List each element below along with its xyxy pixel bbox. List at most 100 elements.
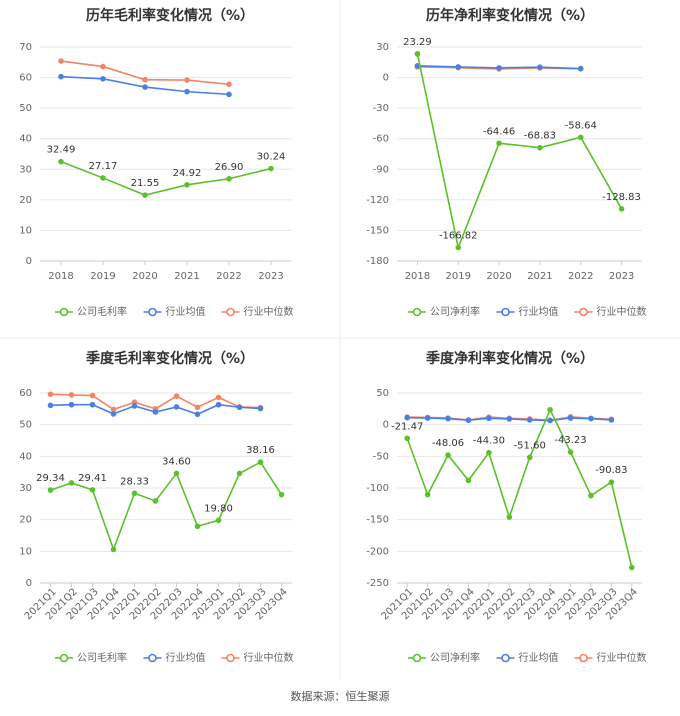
y-tick-label: 50	[19, 420, 32, 431]
x-tick-label: 2021	[527, 271, 552, 282]
data-point	[131, 490, 138, 497]
data-point	[414, 51, 421, 57]
data-label: 23.29	[403, 37, 432, 48]
data-point	[608, 417, 615, 423]
legend-label: 行业均值	[166, 305, 206, 318]
data-point	[68, 401, 75, 408]
data-point	[184, 182, 190, 188]
series-line	[416, 53, 623, 251]
data-point	[58, 58, 64, 64]
data-point	[110, 406, 117, 413]
legend-swatch-marker	[579, 307, 588, 317]
series-line	[406, 407, 633, 568]
data-point	[496, 65, 502, 71]
x-tick-label: 2023	[258, 271, 283, 282]
data-label: -48.06	[432, 438, 464, 449]
data-point	[47, 402, 54, 409]
legend-label: 公司毛利率	[77, 305, 127, 318]
data-point	[89, 401, 96, 408]
legend-label: 行业均值	[166, 651, 206, 664]
data-point	[100, 63, 106, 70]
data-point	[506, 416, 513, 422]
data-label: -44.30	[473, 436, 505, 447]
data-label: 30.24	[257, 152, 286, 163]
data-point	[577, 65, 584, 72]
data-point	[404, 435, 411, 442]
data-label: -166.82	[439, 231, 478, 242]
legend-label: 公司净利率	[430, 651, 480, 664]
data-point	[58, 158, 64, 165]
data-point	[152, 498, 159, 504]
legend-label: 行业中位数	[597, 305, 647, 318]
y-tick-label: -30	[373, 103, 389, 114]
y-tick-label: 70	[19, 42, 32, 53]
data-label: 29.34	[36, 473, 65, 484]
series-line	[60, 160, 272, 196]
y-tick-label: -120	[366, 195, 389, 206]
legend-swatch-marker	[148, 653, 157, 663]
data-point	[567, 449, 574, 455]
data-point	[215, 517, 222, 524]
data-point	[226, 91, 232, 98]
y-tick-label: 0	[26, 256, 32, 267]
data-label: 26.90	[215, 162, 244, 173]
data-point	[257, 459, 264, 465]
data-point	[588, 415, 594, 422]
y-tick-label: -100	[366, 483, 389, 494]
data-point	[257, 405, 264, 412]
y-tick-label: -90	[373, 164, 389, 175]
data-point	[236, 404, 243, 411]
data-point	[537, 144, 543, 151]
data-point	[278, 491, 285, 498]
y-tick-label: -180	[366, 256, 389, 267]
data-point	[486, 415, 492, 422]
data-point	[173, 470, 180, 477]
y-tick-label: -200	[366, 546, 389, 557]
data-point	[455, 244, 462, 251]
y-tick-label: 0	[26, 578, 32, 589]
data-label: -64.46	[483, 126, 515, 137]
x-tick-label: 2023	[609, 271, 634, 282]
data-point	[506, 514, 513, 520]
chart-title: 历年净利率变化情况（%）	[426, 7, 594, 24]
legend-swatch-marker	[59, 307, 69, 317]
legend-label: 行业均值	[519, 651, 559, 664]
y-tick-label: -60	[373, 134, 389, 145]
y-tick-label: -250	[366, 578, 389, 589]
data-point	[68, 392, 75, 398]
data-point	[142, 84, 148, 90]
x-tick-label: 2018	[405, 271, 430, 282]
data-point	[100, 75, 106, 82]
data-point	[608, 479, 615, 485]
y-tick-label: 60	[19, 388, 32, 399]
data-label: 24.92	[173, 168, 202, 179]
data-point	[547, 417, 553, 424]
y-tick-label: -150	[366, 515, 389, 526]
data-label: -128.83	[602, 192, 641, 203]
data-label: -43.23	[554, 435, 586, 446]
data-point	[465, 477, 472, 484]
data-point	[445, 452, 451, 458]
data-label: 28.33	[120, 476, 149, 487]
data-point	[142, 192, 148, 198]
data-label: -90.83	[595, 465, 627, 476]
y-tick-label: 60	[19, 73, 32, 84]
data-point	[194, 523, 201, 530]
legend-swatch-marker	[226, 653, 235, 663]
y-tick-label: 40	[19, 134, 32, 145]
legend-swatch-marker	[226, 307, 235, 317]
data-point	[68, 480, 75, 486]
y-tick-label: 10	[19, 546, 32, 557]
data-point	[577, 134, 584, 141]
data-point	[588, 492, 594, 499]
data-point	[152, 409, 159, 415]
x-tick-label: 2019	[90, 271, 115, 282]
data-point	[628, 564, 635, 571]
data-point	[547, 406, 553, 413]
y-tick-label: 10	[19, 225, 32, 236]
y-tick-label: 30	[19, 483, 32, 494]
y-tick-label: 0	[383, 420, 389, 431]
y-tick-label: 20	[19, 515, 32, 526]
data-point	[89, 392, 96, 399]
